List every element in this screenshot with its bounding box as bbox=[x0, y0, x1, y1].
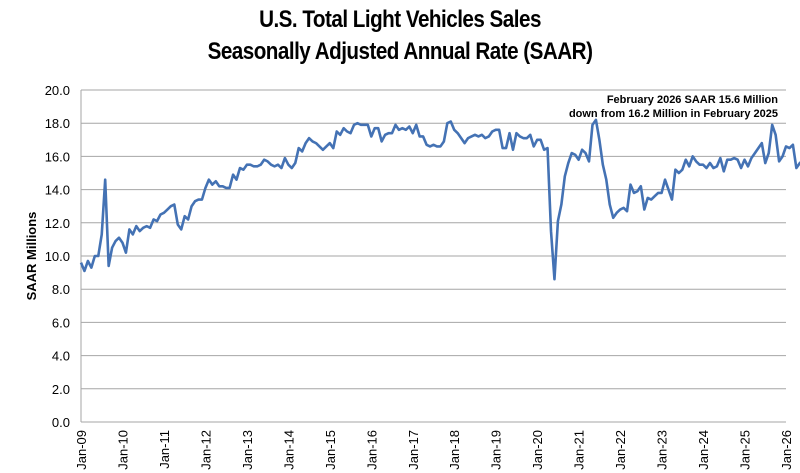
x-tick-label: Jan-13 bbox=[240, 430, 255, 470]
x-tick-label: Jan-15 bbox=[323, 430, 338, 470]
y-tick-label: 6.0 bbox=[52, 315, 70, 330]
x-tick-label: Jan-18 bbox=[447, 430, 462, 470]
series-group bbox=[79, 118, 800, 281]
y-tick-label: 20.0 bbox=[45, 83, 70, 98]
annotation-line-1: February 2026 SAAR 15.6 Million bbox=[607, 94, 778, 106]
x-tick-label: Jan-09 bbox=[74, 430, 89, 470]
chart-title: U.S. Total Light Vehicles Sales bbox=[259, 6, 541, 33]
y-tick-label: 8.0 bbox=[52, 282, 70, 297]
x-tick-label: Jan-19 bbox=[489, 430, 504, 470]
y-tick-label: 4.0 bbox=[52, 349, 70, 364]
y-tick-label: 2.0 bbox=[52, 382, 70, 397]
x-tick-label: Jan-26 bbox=[779, 430, 794, 470]
y-tick-label: 16.0 bbox=[45, 149, 70, 164]
y-tick-label: 18.0 bbox=[45, 116, 70, 131]
y-tick-label: 12.0 bbox=[45, 216, 70, 231]
x-axis-ticks: Jan-09 Jan-10 Jan-11 Jan-12 Jan-13 Jan-14 Jan-… bbox=[74, 430, 794, 470]
x-tick-label: Jan-20 bbox=[530, 430, 545, 470]
x-tick-label: Jan-23 bbox=[655, 430, 670, 470]
y-axis-label: SAAR Millions bbox=[24, 212, 39, 301]
x-tick-label: Jan-10 bbox=[115, 430, 130, 470]
x-tick-label: Jan-16 bbox=[364, 430, 379, 470]
x-tick-label: Jan-21 bbox=[572, 430, 587, 470]
x-tick-label: Jan-24 bbox=[696, 430, 711, 470]
gridlines bbox=[81, 89, 786, 390]
y-tick-label: 14.0 bbox=[45, 183, 70, 198]
x-tick-label: Jan-12 bbox=[198, 430, 213, 470]
series-line-saar bbox=[79, 118, 800, 281]
chart-subtitle: Seasonally Adjusted Annual Rate (SAAR) bbox=[207, 38, 593, 65]
x-tick-label: Jan-17 bbox=[406, 430, 421, 470]
annotation-line-2: down from 16.2 Million in February 2025 bbox=[569, 108, 778, 120]
y-tick-label: 0.0 bbox=[52, 415, 70, 430]
y-axis-ticks: 0.0 2.0 4.0 6.0 8.0 10.0 12.0 14.0 16.0 18.0 20.0 bbox=[45, 83, 70, 430]
x-tick-label: Jan-11 bbox=[157, 430, 172, 469]
x-tick-label: Jan-25 bbox=[738, 430, 753, 470]
x-tick-label: Jan-14 bbox=[281, 430, 296, 470]
y-tick-label: 10.0 bbox=[45, 249, 70, 264]
x-tick-label: Jan-22 bbox=[613, 430, 628, 470]
